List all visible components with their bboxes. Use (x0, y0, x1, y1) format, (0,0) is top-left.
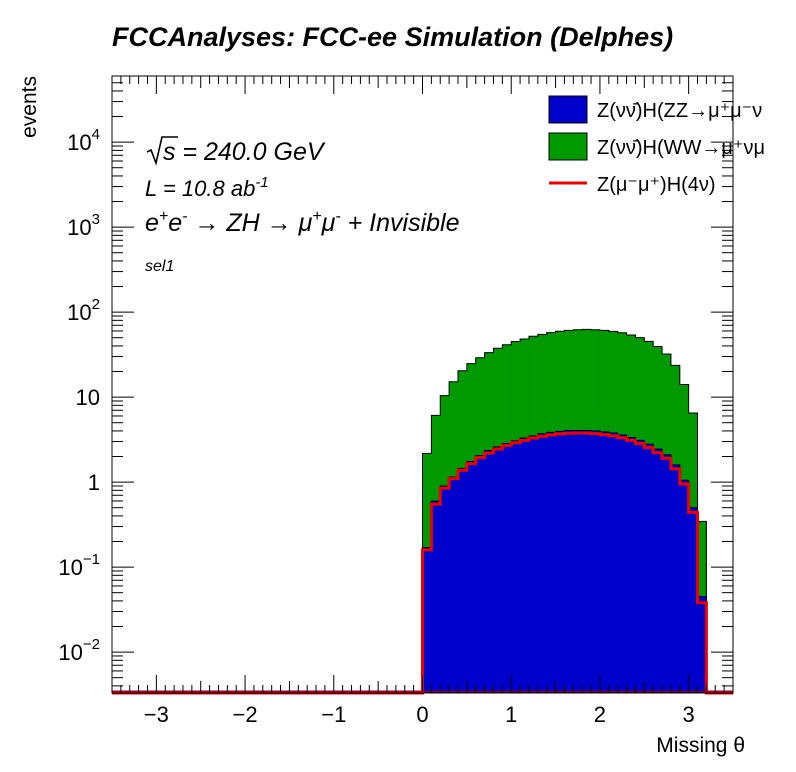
process-mu-plus: + (312, 208, 321, 225)
bar-zz-8 (493, 446, 503, 693)
lumi-exponent: -1 (255, 174, 268, 191)
sqrt-s-text: s = 240.0 GeV (163, 138, 326, 166)
bar-zz-0 (422, 547, 432, 693)
bar-zz-2 (440, 485, 450, 693)
process-mu-minus: - (335, 208, 340, 225)
y-tick-exponent: 4 (92, 126, 100, 143)
bar-zz-7 (484, 450, 494, 693)
y-tick-exponent: −1 (83, 551, 100, 568)
bar-zz-3 (449, 476, 459, 693)
bar-zz-25 (644, 444, 654, 693)
y-tick-base: 10 (67, 215, 91, 240)
y-tick-base: 10 (67, 300, 91, 325)
y-tick-label-5: 103 (67, 211, 100, 240)
legend-label-zz: Z(νν̄)H(ZZ→μ⁺μ⁻ν (597, 100, 762, 122)
bar-zz-10 (511, 440, 521, 693)
bar-zz-30 (688, 507, 698, 693)
y-tick-label-1: 10−1 (58, 551, 100, 580)
bar-zz-27 (662, 454, 672, 693)
y-tick-label-4: 102 (67, 296, 100, 325)
bar-zz-28 (670, 464, 681, 693)
y-axis-label: events (18, 76, 41, 138)
x-tick-label-4: 1 (505, 702, 517, 727)
y-tick-label-2: 1 (88, 470, 100, 495)
process-mu: μ (321, 209, 336, 237)
bar-zz-12 (528, 435, 539, 693)
outline-total (112, 328, 733, 694)
bar-zz-19 (591, 430, 601, 693)
x-tick-label-3: 0 (416, 702, 428, 727)
x-tick-label-0: −3 (144, 702, 169, 727)
bar-zz-26 (653, 449, 663, 693)
y-tick-exponent: 2 (92, 296, 100, 313)
bar-zz-9 (502, 443, 512, 693)
y-tick-base: 10 (58, 640, 82, 665)
bar-zz-23 (626, 437, 636, 693)
lumi-base: L = 10.8 ab (145, 176, 255, 201)
bar-zz-6 (475, 455, 485, 693)
luminosity-annotation: L = 10.8 ab-1 (145, 174, 269, 201)
bar-zz-15 (555, 431, 565, 693)
x-tick-label-2: −1 (321, 702, 346, 727)
y-tick-base: 1 (88, 470, 100, 495)
bar-zz-31 (697, 596, 707, 693)
legend-label-ww: Z(νν̄)H(WW→μ⁺νμ (597, 137, 765, 159)
legend-swatch-zz (548, 95, 588, 124)
selection-annotation: sel1 (145, 258, 174, 275)
chart-title: FCCAnalyses: FCC-ee Simulation (Delphes) (112, 22, 673, 52)
bar-zz-5 (466, 461, 477, 693)
y-tick-base: 10 (67, 130, 91, 155)
bar-zz-13 (537, 433, 548, 693)
bar-zz-4 (457, 468, 468, 693)
x-tick-label-6: 3 (683, 702, 695, 727)
bar-zz-21 (608, 432, 619, 693)
y-tick-label-6: 104 (67, 126, 100, 155)
process-e-minus: - (182, 208, 187, 225)
x-tick-label-1: −2 (233, 702, 258, 727)
sqrt-s-annotation: s = 240.0 GeV (146, 136, 326, 166)
bar-zz-24 (635, 440, 645, 693)
sqrt-symbol (146, 136, 178, 166)
y-tick-exponent: −2 (83, 636, 100, 653)
bar-zz-1 (431, 500, 441, 693)
process-e: e (145, 209, 159, 237)
process-e-plus: + (159, 208, 168, 225)
process-e2: e (168, 209, 182, 237)
process-arrow: → ZH → μ (187, 209, 312, 237)
bar-zz-17 (573, 430, 583, 693)
process-tail: + Invisible (341, 209, 460, 237)
y-tick-label-0: 10−2 (58, 636, 100, 665)
bar-zz-29 (679, 480, 690, 693)
legend: Z(νν̄)H(ZZ→μ⁺μ⁻ν Z(νν̄)H(WW→μ⁺νμ Z(μ⁻μ⁺)… (548, 95, 765, 196)
bar-zz-14 (546, 432, 556, 693)
histogram-layer (112, 328, 733, 695)
bar-zz-18 (582, 430, 592, 693)
x-axis-ticks: −3 −2 −1 0 1 2 3 (111, 76, 734, 727)
y-tick-label-3: 10 (76, 385, 100, 410)
y-tick-base: 10 (76, 385, 100, 410)
legend-swatch-ww (548, 132, 588, 161)
y-tick-exponent: 3 (92, 211, 100, 228)
y-tick-base: 10 (58, 555, 82, 580)
x-axis-label: Missing θ (656, 734, 745, 757)
bar-zz-22 (617, 434, 627, 693)
legend-label-4nu: Z(μ⁻μ⁺)H(4ν) (597, 174, 716, 196)
line-4nu (112, 431, 733, 695)
x-tick-label-5: 2 (594, 702, 606, 727)
process-annotation: e+e- → ZH → μ+μ- + Invisible (145, 208, 459, 237)
bar-zz-20 (599, 431, 610, 693)
bar-zz-16 (564, 430, 574, 693)
bar-zz-11 (520, 438, 530, 693)
